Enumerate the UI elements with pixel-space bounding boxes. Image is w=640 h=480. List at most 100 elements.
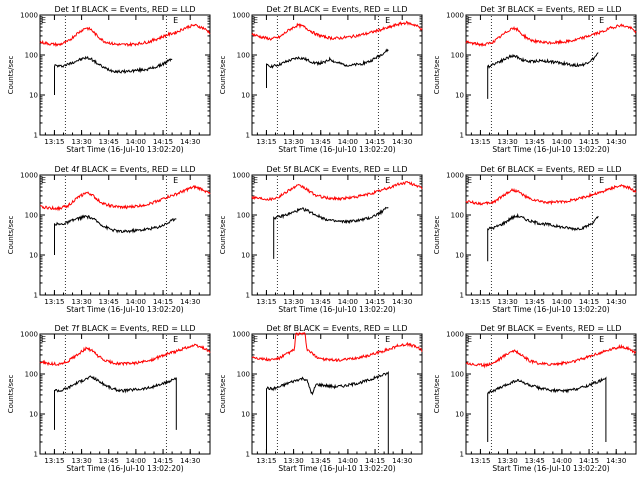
x-tick-label: 14:15 (579, 138, 599, 146)
series-line-lld (251, 181, 423, 202)
x-tick-label: 13:45 (311, 457, 331, 465)
flag-label: E (385, 176, 390, 185)
panel-title: Det 3f BLACK = Events, RED = LLD (480, 5, 621, 14)
x-axis-label: Start Time (16-Jul-10 13:02:20) (492, 145, 609, 154)
y-tick-label: 10 (241, 411, 250, 419)
x-tick-label: 14:00 (552, 457, 572, 465)
panel-title: Det 7f BLACK = Events, RED = LLD (54, 324, 195, 333)
panel-title: Det 6f BLACK = Events, RED = LLD (480, 165, 621, 174)
x-tick-label: 13:30 (71, 138, 91, 146)
y-axis-label: Counts/sec (219, 56, 227, 95)
x-tick-label: 13:30 (497, 298, 517, 306)
y-axis-label: Counts/sec (7, 375, 15, 414)
x-tick-label: 13:30 (497, 457, 517, 465)
plot-frame (39, 14, 211, 136)
x-tick-label: 13:45 (525, 298, 545, 306)
x-tick-label: 14:30 (606, 138, 626, 146)
series-line-events (487, 52, 599, 99)
x-tick-label: 13:30 (283, 138, 303, 146)
y-tick-label: 1 (246, 451, 250, 459)
y-tick-label: 1000 (20, 331, 38, 339)
x-tick-label: 14:30 (180, 298, 200, 306)
y-tick-label: 1 (460, 132, 464, 140)
y-tick-label: 100 (451, 371, 464, 379)
panel-det-9: Det 9f BLACK = Events, RED = LLD 1 10 100 10… (433, 324, 637, 473)
y-tick-label: 10 (29, 252, 38, 260)
y-axis-label: Counts/sec (219, 216, 227, 255)
x-tick-label: 13:15 (470, 298, 490, 306)
flag-label: E (385, 335, 390, 344)
flag-label: E (467, 16, 472, 25)
plot-frame (251, 333, 423, 455)
flag-label: E (41, 176, 46, 185)
plot-frame (251, 14, 423, 136)
flag-label: E (467, 335, 472, 344)
x-tick-label: 14:30 (606, 457, 626, 465)
y-tick-label: 1000 (446, 12, 464, 20)
x-tick-label: 14:15 (153, 298, 173, 306)
y-tick-label: 100 (237, 371, 250, 379)
x-tick-label: 13:30 (71, 298, 91, 306)
x-tick-label: 14:00 (338, 298, 358, 306)
x-tick-label: 13:15 (256, 457, 276, 465)
x-tick-label: 13:15 (44, 138, 64, 146)
x-tick-label: 13:30 (283, 457, 303, 465)
series-line-events (54, 55, 173, 95)
panel-title: Det 2f BLACK = Events, RED = LLD (266, 5, 407, 14)
x-tick-label: 14:00 (126, 138, 146, 146)
series-line-events (54, 375, 177, 430)
x-tick-label: 14:00 (552, 298, 572, 306)
x-tick-label: 14:15 (153, 138, 173, 146)
series-line-lld (251, 20, 423, 41)
y-tick-label: 100 (25, 52, 38, 60)
panel-det-2: Det 2f BLACK = Events, RED = LLD 1 10 100 10… (219, 5, 423, 154)
y-tick-label: 1 (460, 451, 464, 459)
x-tick-label: 14:30 (392, 298, 412, 306)
flag-label: E (253, 335, 258, 344)
y-axis-label: Counts/sec (433, 375, 441, 414)
x-tick-label: 13:15 (470, 457, 490, 465)
series-line-lld (465, 23, 637, 48)
y-tick-label: 1000 (20, 12, 38, 20)
y-tick-label: 1 (34, 451, 38, 459)
series-line-events (266, 370, 389, 454)
x-tick-label: 14:30 (180, 457, 200, 465)
y-tick-label: 10 (241, 92, 250, 100)
x-tick-label: 14:00 (126, 298, 146, 306)
plot-frame (39, 333, 211, 455)
panel-det-7: Det 7f BLACK = Events, RED = LLD 1 10 100 10… (7, 324, 211, 473)
y-tick-label: 1000 (232, 12, 250, 20)
series-line-lld (39, 184, 211, 212)
x-tick-label: 13:45 (525, 457, 545, 465)
flag-label: E (173, 176, 178, 185)
y-tick-label: 1 (246, 132, 250, 140)
x-axis-label: Start Time (16-Jul-10 13:02:20) (278, 145, 395, 154)
y-tick-label: 10 (455, 252, 464, 260)
x-tick-label: 14:15 (365, 457, 385, 465)
flag-label: E (173, 335, 178, 344)
x-tick-label: 13:15 (44, 298, 64, 306)
x-tick-label: 14:15 (579, 457, 599, 465)
series-line-lld (251, 332, 423, 362)
y-tick-label: 1 (34, 132, 38, 140)
x-axis-label: Start Time (16-Jul-10 13:02:20) (278, 464, 395, 473)
x-tick-label: 13:45 (99, 298, 119, 306)
y-tick-label: 1 (460, 292, 464, 300)
y-tick-label: 100 (25, 212, 38, 220)
x-tick-label: 14:15 (579, 298, 599, 306)
y-tick-label: 1000 (446, 172, 464, 180)
y-axis-label: Counts/sec (7, 216, 15, 255)
panel-det-1: Det 1f BLACK = Events, RED = LLD 1 10 100 10… (7, 5, 211, 154)
panel-title: Det 1f BLACK = Events, RED = LLD (54, 5, 195, 14)
y-tick-label: 100 (451, 52, 464, 60)
y-axis-label: Counts/sec (219, 375, 227, 414)
y-tick-label: 100 (237, 212, 250, 220)
y-tick-label: 10 (455, 92, 464, 100)
x-axis-label: Start Time (16-Jul-10 13:02:20) (66, 145, 183, 154)
x-tick-label: 13:30 (497, 138, 517, 146)
plot-frame (465, 333, 637, 455)
y-tick-label: 1 (34, 292, 38, 300)
series-line-lld (39, 343, 211, 367)
x-tick-label: 13:30 (283, 298, 303, 306)
x-axis-label: Start Time (16-Jul-10 13:02:20) (492, 464, 609, 473)
